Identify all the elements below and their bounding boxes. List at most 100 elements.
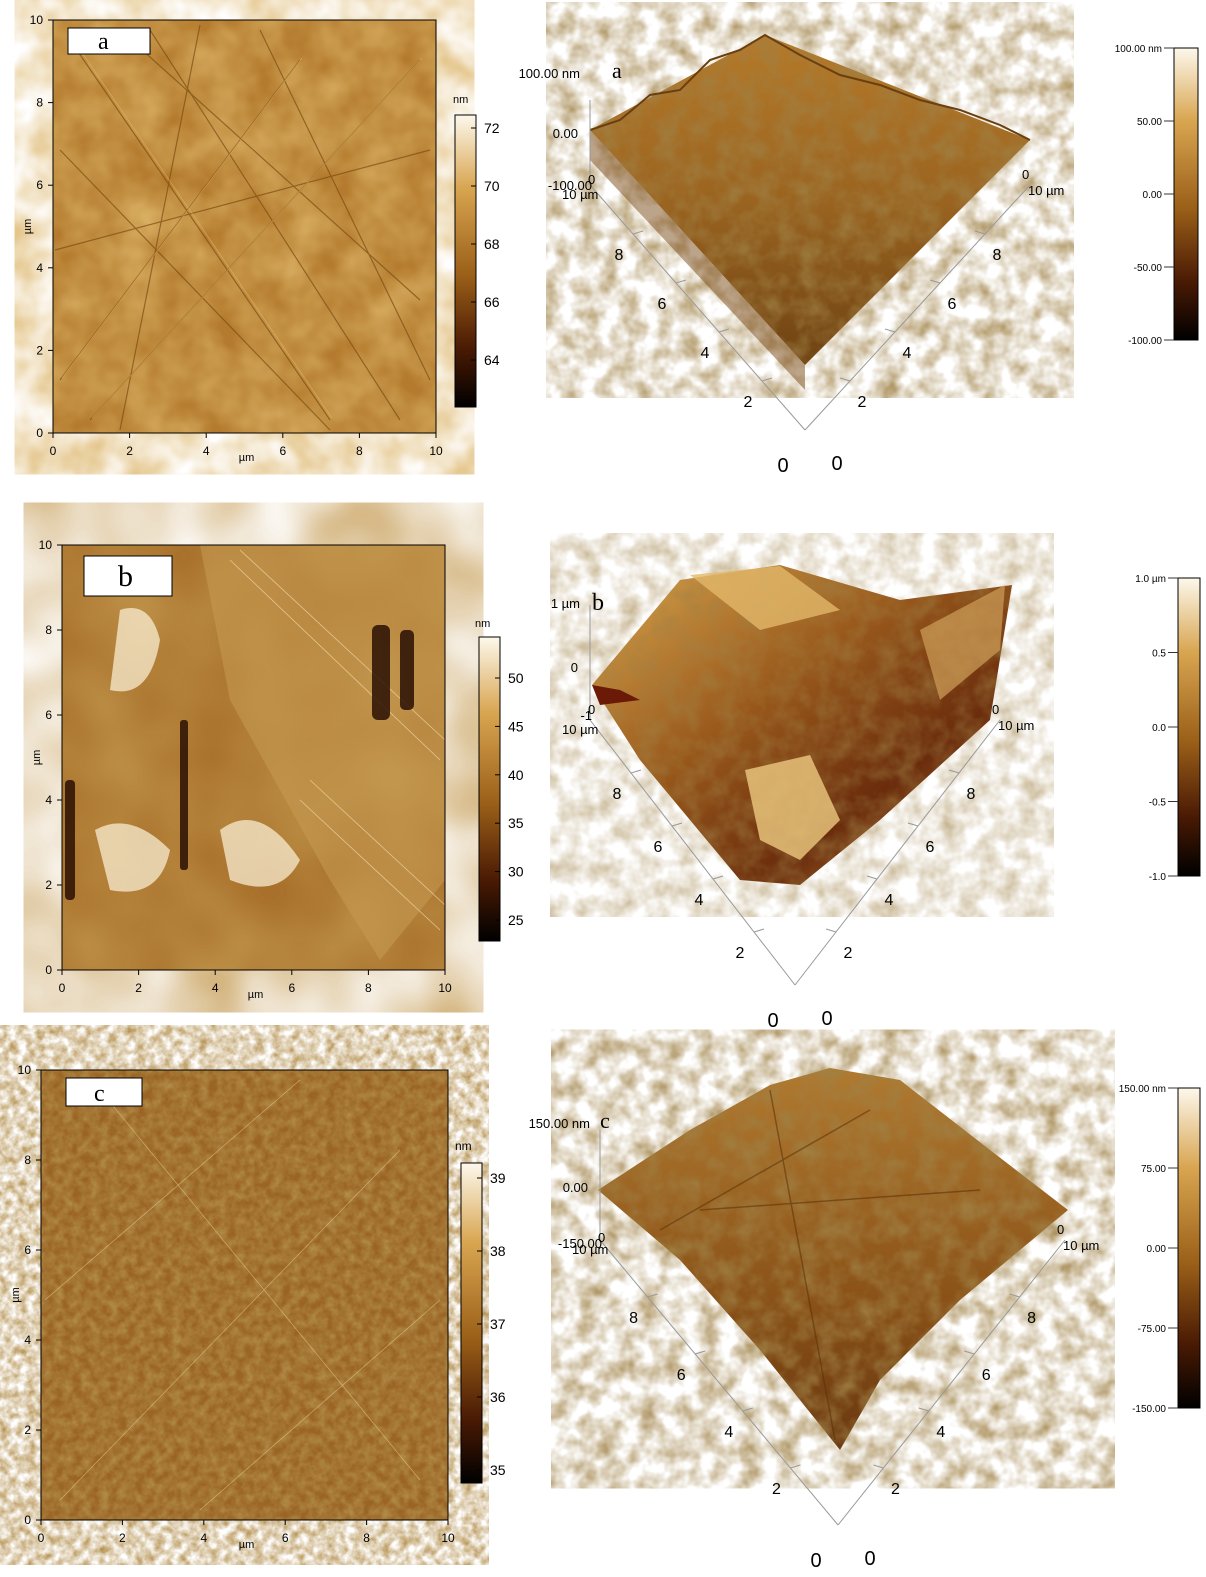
tag-box-a [67,27,151,55]
surface-right-tick-label: 6 [982,1367,991,1384]
surface-right-tick-label: 8 [1027,1310,1036,1327]
map-y-tick-label: 0 [24,1513,31,1527]
surface-left-tick [742,1407,753,1412]
tag-b: b [118,560,133,593]
surface-left-tick [632,230,644,235]
surface-z-zero: 0.00 [553,126,578,141]
legend-tick-label: 0.00 [1147,1244,1167,1255]
surface-tag-c: c [600,1108,610,1133]
surface-right-tick [918,1407,929,1412]
colorbar-tick-label: 39 [490,1170,506,1186]
map-x-tick-label: 10 [429,444,443,458]
surface-z-min: -150.00 [558,1236,602,1251]
height-map-c: c 00 2 2 4 4 6 6 8 8 10 10 µm µm nm 39 38 37 36 35 [10,1063,506,1551]
map-y-tick-label: 0 [45,963,52,977]
surface-corner-zero: 0 [598,1230,605,1245]
map-colorbar-ticks-c: 39 38 37 36 35 [477,1170,506,1478]
surface-right-tick [873,1464,884,1469]
surface-right-tick-label: 6 [926,839,935,856]
surface-right-end: 10 µm [1063,1238,1099,1253]
surface-right-tick-label: 2 [858,394,867,411]
height-map-b: b 00 2 2 4 4 6 6 8 8 10 10 µm µm nm 50 45 40 35 30 25 [31,538,524,1001]
surface-left-tick [718,328,730,333]
legend-tick-label: 150.00 nm [1119,1084,1166,1095]
surface-right-tick [884,328,896,333]
map-x-tick-label: 2 [119,1531,126,1545]
surface-left-tick-label: 6 [654,839,663,856]
legend-ticks-b: 1.0 µm 0.5 0.0 -0.5 -1.0 [1135,574,1178,883]
tag-a: a [98,29,109,55]
map-x-tick-label: 2 [126,444,133,458]
map-colorbar-b [478,636,501,942]
surface-left-tick [695,1350,706,1355]
map-x-label: µm [239,452,255,464]
surface-left-tick-label: 2 [744,394,753,411]
surface-z-min: -1 [580,708,592,723]
surface-left-tick [753,928,765,933]
surface-right-end: 10 µm [998,718,1034,733]
surface-left-tick [712,875,724,880]
colorbar-tick-label: 50 [508,670,524,686]
surface-right-tick [825,928,837,933]
surface-z-zero: 0.00 [563,1180,588,1195]
surface-corner-zero: 0 [588,702,595,717]
colorbar-tick-label: 35 [490,1462,506,1478]
surface-left-tick [675,279,687,284]
colorbar-tick-label: 68 [484,236,500,252]
surface-left-tick [761,377,773,382]
colorbar-tick-label: 72 [484,120,500,136]
surface-right-tick-label: 4 [885,892,894,909]
colorbar-tick-label: 40 [508,767,524,783]
map-axes-c: 00 2 2 4 4 6 6 8 8 10 10 µm µm [10,1063,455,1551]
map-colorbar-c [460,1162,483,1484]
map-x-tick-label: 8 [356,444,363,458]
surface-left-tick [790,1464,801,1469]
map-x-tick-label: 8 [365,981,372,995]
surface-right-tick [974,230,986,235]
map-x-tick-label: 0 [38,1531,45,1545]
map-x-tick-label: 6 [279,444,286,458]
surface-left-tick-label: 4 [724,1424,733,1441]
surface-bottom-zero-left: 0 [777,455,788,477]
surface-right-tick [948,769,960,774]
map-y-tick-label: 10 [39,538,53,552]
surface-right-tick-label: 8 [993,247,1002,264]
legend-c: 150.00 nm 75.00 0.00 -75.00 -150.00 [1119,1084,1201,1415]
legend-bar-c [1177,1087,1201,1409]
surface-left-tick [630,769,642,774]
map-colorbar-unit-c: nm [455,1139,472,1153]
map-y-tick-label: 4 [24,1333,31,1347]
surface-left-tick-label: 2 [736,945,745,962]
map-x-tick-label: 4 [203,444,210,458]
surface-tag-b: b [592,590,604,616]
map-x-tick-label: 10 [441,1531,455,1545]
tag-box-b [83,555,173,597]
legend-bar-b [1177,577,1201,877]
colorbar-tick-label: 37 [490,1316,506,1332]
legend-bar-a [1173,47,1199,341]
surface-z-zero: 0 [571,660,578,675]
legend-tick-label: 50.00 [1137,117,1162,128]
surface-right-tick-label: 6 [948,296,957,313]
colorbar-tick-label: 70 [484,178,500,194]
legend-tick-label: 0.0 [1152,723,1166,734]
surface-left-tick-label: 8 [613,786,622,803]
map-y-tick-label: 6 [45,708,52,722]
map-y-tick-label: 6 [36,178,43,192]
map-x-label: µm [239,1539,255,1551]
surface-right-tick-label: 8 [967,786,976,803]
map-y-tick-label: 8 [45,623,52,637]
surface-right-tick-label: 2 [844,945,853,962]
surface-bottom-zero-right: 0 [821,1008,832,1030]
surface-right-tick [907,822,919,827]
surface-bottom-zero-right: 0 [831,453,842,475]
legend-tick-label: 0.5 [1152,649,1166,660]
legend-tick-label: -50.00 [1134,263,1163,274]
